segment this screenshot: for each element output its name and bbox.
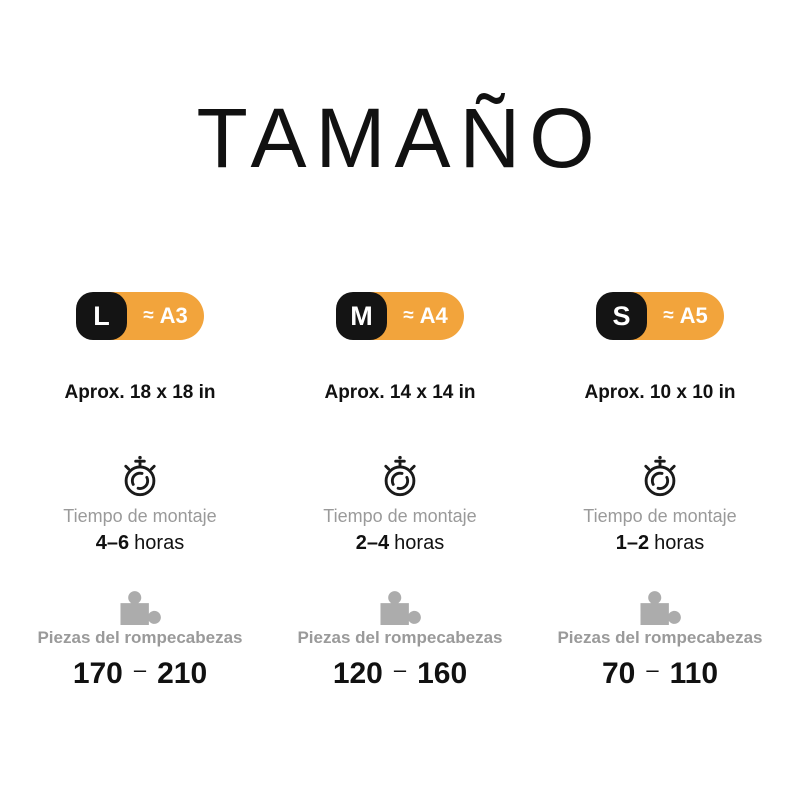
pieces-range: 120–160 <box>333 653 467 691</box>
puzzle-piece-icon <box>117 588 163 625</box>
pieces-min: 170 <box>72 657 123 690</box>
pieces-separator: – <box>133 657 147 682</box>
stopwatch-icon <box>637 454 683 500</box>
badge-paper-size: ≈ A5 <box>647 292 724 340</box>
size-letter: L <box>93 300 110 331</box>
badge-paper-size: ≈ A4 <box>387 292 464 340</box>
size-column-l: L ≈ A3 Aprox. 18 x 18 in <box>10 292 270 691</box>
assembly-time-value: 4–6 horas <box>96 530 184 556</box>
size-letter-box: M <box>336 292 387 340</box>
assembly-time-unit: horas <box>134 532 185 554</box>
pieces-separator: – <box>646 657 659 682</box>
assembly-time-range: 2–4 <box>355 532 390 554</box>
pieces-range: 70–110 <box>602 653 718 691</box>
size-letter-box: L <box>76 292 127 340</box>
dimensions-text: Aprox. 10 x 10 in <box>584 382 736 403</box>
assembly-time-unit: horas <box>654 532 705 554</box>
size-infographic: TAMAÑO L ≈ A3 Aprox. 18 x 18 in <box>0 92 800 800</box>
puzzle-piece-icon <box>637 588 683 625</box>
pieces-label: Piezas del rompecabezas <box>557 628 763 647</box>
size-letter: M <box>350 300 373 331</box>
paper-size-label: A4 <box>419 303 448 328</box>
pieces-max: 210 <box>157 657 208 690</box>
assembly-time-label: Tiempo de montaje <box>583 506 737 526</box>
approx-symbol: ≈ <box>663 304 674 326</box>
approx-symbol: ≈ <box>403 304 414 326</box>
assembly-time-unit: horas <box>394 532 445 554</box>
assembly-time-range: 1–2 <box>615 532 650 554</box>
puzzle-piece-icon <box>377 588 423 625</box>
badge-paper-size: ≈ A3 <box>127 292 204 340</box>
assembly-time-label: Tiempo de montaje <box>323 506 477 526</box>
pieces-max: 160 <box>417 657 468 690</box>
size-column-m: M ≈ A4 Aprox. 14 x 14 in <box>270 292 530 691</box>
stopwatch-icon <box>377 454 423 500</box>
dimensions-text: Aprox. 18 x 18 in <box>64 382 216 403</box>
dimensions-text: Aprox. 14 x 14 in <box>324 382 476 403</box>
page-title: TAMAÑO <box>196 91 604 185</box>
stopwatch-icon <box>117 454 163 500</box>
approx-symbol: ≈ <box>143 304 154 326</box>
pieces-separator: – <box>393 657 407 682</box>
pieces-max: 110 <box>669 657 719 690</box>
size-column-s: S ≈ A5 Aprox. 10 x 10 in <box>530 292 790 691</box>
assembly-time-label: Tiempo de montaje <box>63 506 217 526</box>
pieces-min: 120 <box>332 657 383 690</box>
assembly-time-range: 4–6 <box>95 532 130 554</box>
paper-size-label: A3 <box>159 303 188 328</box>
size-columns: L ≈ A3 Aprox. 18 x 18 in <box>0 292 800 691</box>
size-badge: M ≈ A4 <box>336 292 464 340</box>
pieces-range: 170–210 <box>73 653 207 691</box>
pieces-label: Piezas del rompecabezas <box>297 628 503 647</box>
size-badge: S ≈ A5 <box>596 292 724 340</box>
assembly-time-value: 1–2 horas <box>616 530 704 556</box>
pieces-label: Piezas del rompecabezas <box>37 628 243 647</box>
size-letter-box: S <box>596 292 647 340</box>
assembly-time-value: 2–4 horas <box>356 530 444 556</box>
pieces-min: 70 <box>601 657 636 690</box>
size-badge: L ≈ A3 <box>76 292 204 340</box>
paper-size-label: A5 <box>679 303 708 328</box>
size-letter: S <box>612 300 631 331</box>
